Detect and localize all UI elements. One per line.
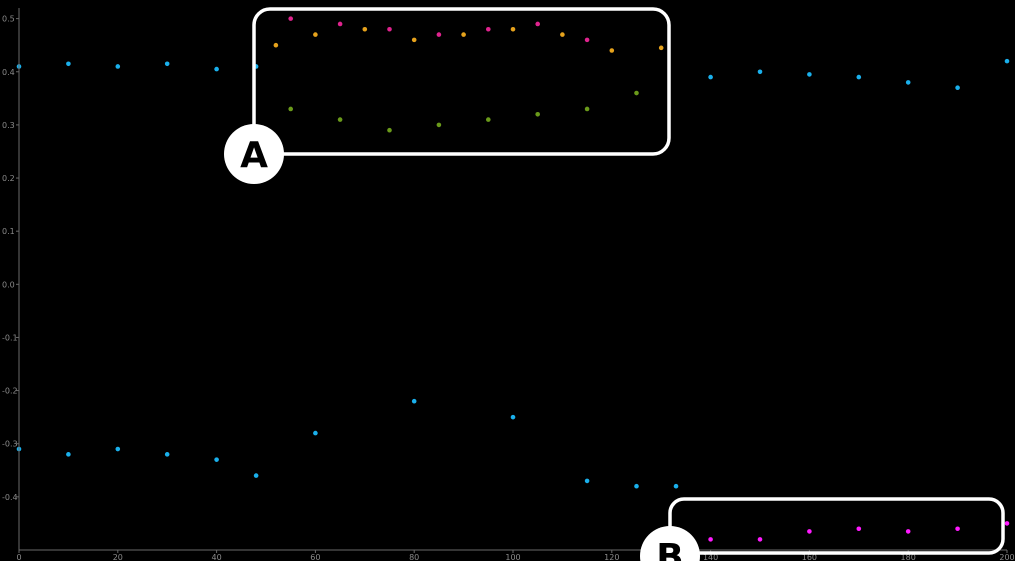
data-point xyxy=(313,430,318,436)
axes xyxy=(18,8,1007,551)
data-point xyxy=(337,21,343,27)
callout-a-label: A xyxy=(240,135,268,176)
data-point xyxy=(436,122,442,128)
data-point xyxy=(288,16,294,21)
data-point xyxy=(757,537,763,542)
x-tick-label: 100 xyxy=(505,553,520,561)
callout-a-box xyxy=(252,7,671,156)
y-tick-label: -0.1 xyxy=(2,333,18,342)
x-tick-label: 20 xyxy=(113,553,123,561)
data-point xyxy=(486,26,491,32)
data-point xyxy=(66,61,71,67)
data-point xyxy=(115,64,121,69)
data-point xyxy=(955,526,960,532)
callout-b: B xyxy=(640,497,1005,561)
data-point xyxy=(436,32,442,37)
y-tick-label: -0.4 xyxy=(2,493,18,502)
data-point xyxy=(807,529,812,534)
data-point xyxy=(387,26,392,32)
data-point xyxy=(673,483,679,489)
data-point xyxy=(658,45,664,51)
data-point xyxy=(757,69,763,75)
data-points xyxy=(16,16,1010,542)
data-point xyxy=(387,127,392,133)
data-point xyxy=(411,398,417,404)
data-point xyxy=(164,61,170,67)
y-tick-label: 0.5 xyxy=(2,15,15,24)
data-point xyxy=(115,446,121,452)
x-tick-label: 160 xyxy=(802,553,817,561)
data-point xyxy=(214,66,219,72)
data-point xyxy=(708,537,713,542)
y-tick-label: 0.3 xyxy=(2,121,15,130)
data-point xyxy=(362,26,368,32)
data-point xyxy=(273,42,279,48)
x-tick-label: 140 xyxy=(703,553,718,561)
y-tick-label: 0.2 xyxy=(2,174,15,183)
data-point xyxy=(337,117,343,122)
x-tick-label: 80 xyxy=(409,553,419,561)
data-point xyxy=(510,26,516,32)
x-tick-label: 120 xyxy=(604,553,619,561)
data-point xyxy=(560,32,565,37)
callout-a-badge xyxy=(224,124,284,184)
data-point xyxy=(313,32,318,37)
data-point xyxy=(510,414,516,420)
data-point xyxy=(535,111,540,117)
callout-b-label: B xyxy=(656,537,683,561)
data-point xyxy=(535,21,540,27)
data-point xyxy=(486,117,491,122)
data-point xyxy=(1004,58,1010,64)
x-tick-label: 40 xyxy=(212,553,222,561)
data-point xyxy=(66,452,71,457)
callout-a: A xyxy=(224,7,671,184)
x-tick-label: 200 xyxy=(999,553,1014,561)
data-point xyxy=(584,106,590,112)
y-tick-label: 0.1 xyxy=(2,227,15,236)
y-tick-label: -0.2 xyxy=(2,387,18,396)
data-point xyxy=(856,74,862,80)
data-point xyxy=(584,37,590,43)
y-tick-label: 0.0 xyxy=(2,280,15,289)
data-point xyxy=(461,32,466,37)
data-point xyxy=(1004,521,1010,526)
data-point xyxy=(634,483,639,489)
data-point xyxy=(584,478,590,484)
data-point xyxy=(609,48,615,53)
x-tick-label: 0 xyxy=(16,553,21,561)
data-point xyxy=(708,74,713,80)
x-tick-label: 60 xyxy=(310,553,320,561)
y-tick-label: 0.4 xyxy=(2,68,15,77)
callout-b-box xyxy=(668,497,1005,555)
data-point xyxy=(955,85,960,91)
data-point xyxy=(164,452,170,457)
callout-b-badge xyxy=(640,526,700,561)
data-point xyxy=(807,72,812,77)
data-point xyxy=(253,473,259,478)
data-point xyxy=(634,90,639,96)
x-tick-label: 180 xyxy=(901,553,916,561)
data-point xyxy=(905,80,911,85)
tick-labels: 0 20 40 60 80 100 120 140 160 180 200 0.5 0.4 0.3 0.2 0… xyxy=(2,15,1015,561)
data-point xyxy=(214,457,219,462)
data-point xyxy=(905,529,911,534)
data-point xyxy=(856,526,862,532)
data-point xyxy=(411,37,417,43)
y-tick-label: -0.3 xyxy=(2,440,18,449)
data-point xyxy=(288,106,294,112)
